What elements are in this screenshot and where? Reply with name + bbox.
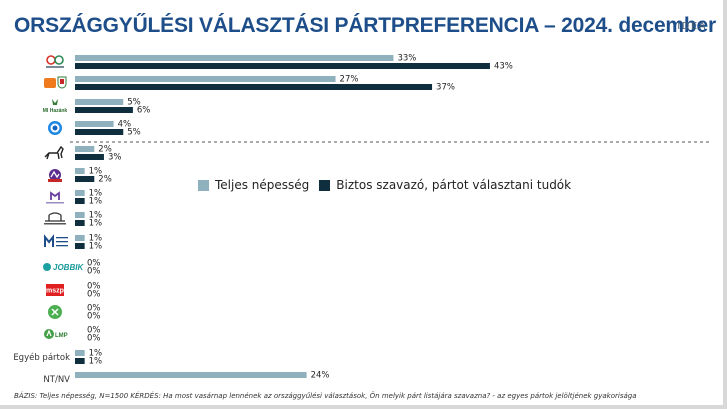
legend-label-teljes: Teljes népesség — [215, 178, 310, 192]
value-label-biztos: 5% — [127, 128, 141, 138]
bar-teljes — [75, 190, 85, 196]
bar-biztos — [75, 358, 85, 364]
munkaspart-logo-icon — [44, 234, 68, 247]
bar-teljes — [75, 99, 124, 105]
bar-teljes — [75, 235, 85, 241]
footnote: BÁZIS: Teljes népesség, N=1500 KÉRDÉS: H… — [14, 392, 637, 400]
mkkp-dog-icon — [44, 145, 64, 160]
value-label-biztos: 6% — [137, 106, 151, 116]
bar-teljes — [75, 146, 95, 152]
value-label-biztos: 1% — [89, 357, 103, 367]
mi-hazank-logo-icon: MI Hazánk — [43, 99, 68, 114]
value-label-biztos: 43% — [494, 62, 513, 72]
momentum-logo-icon — [48, 169, 62, 182]
value-label-teljes: 0% — [87, 259, 101, 269]
value-label-teljes: 1% — [89, 349, 103, 359]
bar-teljes — [75, 372, 307, 378]
parbeszed-logo-icon — [48, 305, 62, 319]
value-label-teljes: 1% — [89, 234, 103, 244]
bar-biztos — [75, 220, 85, 226]
bar-biztos — [75, 129, 124, 135]
value-label-teljes: 5% — [127, 98, 141, 108]
legend-item-biztos: Biztos szavazó, pártot választani tudók — [319, 178, 571, 192]
value-label-teljes: 0% — [87, 304, 101, 314]
legend-label-biztos: Biztos szavazó, pártot választani tudók — [336, 178, 572, 192]
svg-text:MI Hazánk: MI Hazánk — [43, 108, 68, 114]
fidesz-logo-icon — [44, 76, 67, 89]
masodik-reformkor-logo-icon — [46, 191, 64, 204]
bar-biztos — [75, 198, 85, 204]
value-label-biztos: 2% — [98, 175, 112, 185]
bar-teljes — [75, 168, 85, 174]
value-label-biztos: 37% — [436, 83, 455, 93]
bar-chart: 33%43%27%37%MI Hazánk5%6%4%5%2%3%1%2%1%1… — [13, 54, 710, 385]
value-label-teljes: 1% — [89, 167, 103, 177]
value-label-teljes: 4% — [118, 120, 132, 130]
bar-biztos — [75, 63, 490, 69]
value-label-biztos: 1% — [89, 219, 103, 229]
value-label-biztos: 0% — [87, 267, 101, 277]
value-label-biztos: 1% — [89, 197, 103, 207]
category-label: NT/NV — [43, 375, 70, 385]
value-label-biztos: 0% — [87, 334, 101, 344]
value-label-biztos: 3% — [108, 153, 122, 163]
jobbik-logo-icon: JOBBIK — [43, 263, 84, 272]
bar-biztos — [75, 84, 433, 90]
legend-swatch-teljes — [198, 179, 209, 191]
value-label-teljes: 27% — [340, 75, 359, 85]
tisza-logo-icon — [46, 55, 64, 68]
value-label-teljes: 2% — [98, 145, 112, 155]
bar-teljes — [75, 76, 336, 82]
mszp-logo-icon: mszp — [46, 284, 64, 296]
bar-biztos — [75, 243, 85, 249]
legend-swatch-biztos — [319, 179, 331, 191]
value-label-biztos: 0% — [87, 312, 101, 322]
value-label-teljes: 1% — [89, 211, 103, 221]
value-label-teljes: 0% — [87, 326, 101, 336]
bar-teljes — [75, 121, 114, 127]
category-label: Egyéb pártok — [13, 352, 70, 363]
value-label-teljes: 33% — [397, 54, 416, 64]
brand-logo: IDEA — [677, 21, 707, 32]
bar-teljes — [75, 212, 85, 218]
legend-item-teljes: Teljes népesség — [198, 178, 309, 192]
bar-teljes — [75, 350, 85, 356]
page-title: ORSZÁGGYŰLÉSI VÁLASZTÁSI PÁRTPREFERENCIA… — [14, 14, 716, 37]
bar-biztos — [75, 176, 95, 182]
svg-text:mszp: mszp — [46, 288, 64, 295]
lmp-logo-icon: LMP — [44, 329, 68, 339]
bar-biztos — [75, 154, 104, 160]
value-label-biztos: 1% — [89, 242, 103, 252]
value-label-teljes: 1% — [89, 189, 103, 199]
value-label-biztos: 0% — [87, 290, 101, 300]
value-label-teljes: 0% — [87, 282, 101, 292]
bar-biztos — [75, 107, 133, 113]
value-label-teljes: 24% — [311, 371, 330, 381]
svg-text:JOBBIK: JOBBIK — [53, 263, 84, 272]
bar-teljes — [75, 55, 394, 61]
nemzeti-ellenallas-logo-icon — [44, 212, 66, 225]
chart-legend: Teljes népesség Biztos szavazó, pártot v… — [198, 178, 571, 192]
svg-text:LMP: LMP — [55, 333, 68, 339]
dk-logo-icon — [48, 121, 62, 135]
